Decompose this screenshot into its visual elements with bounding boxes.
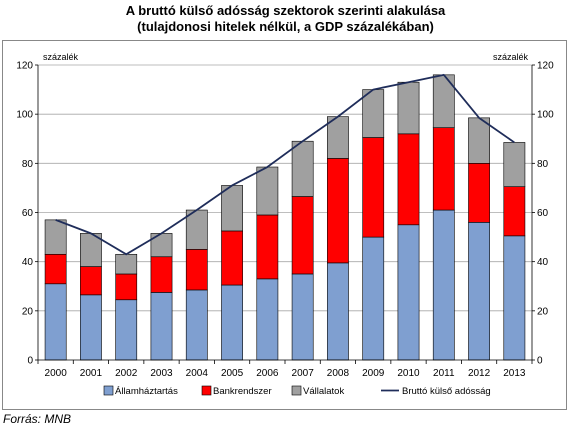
x-tick-label: 2004 bbox=[186, 368, 209, 379]
bars bbox=[44, 74, 526, 361]
bar-segment bbox=[185, 289, 208, 361]
bar-segment bbox=[115, 253, 138, 275]
bar-segment bbox=[221, 230, 243, 286]
bar-segment bbox=[327, 116, 349, 159]
axes: 0 0 20 20 40 40 60 60 80 80 100 100 120 120 2000 2001 20… bbox=[16, 61, 554, 380]
y-tick-label-right: 80 bbox=[537, 159, 549, 170]
bar-segment bbox=[80, 266, 102, 296]
legend-label: Bankrendszer bbox=[213, 386, 272, 397]
x-tick-label: 2002 bbox=[115, 368, 138, 379]
bar-segment bbox=[362, 236, 385, 361]
bar-segment bbox=[185, 249, 208, 291]
chart-subtitle: (tulajdonosi hitelek nélkül, a GDP száza… bbox=[137, 19, 434, 34]
y-tick-label-right: 60 bbox=[537, 208, 549, 219]
x-tick-label: 2008 bbox=[327, 368, 350, 379]
legend-swatch bbox=[291, 385, 302, 396]
x-tick-label: 2011 bbox=[433, 368, 455, 379]
legend-label: Bruttó külső adósság bbox=[402, 386, 491, 397]
y-tick-label-left: 120 bbox=[16, 61, 33, 72]
bar-segment bbox=[397, 81, 420, 135]
bar-segment bbox=[221, 284, 243, 361]
bar-segment bbox=[150, 292, 173, 361]
x-tick-label: 2010 bbox=[397, 368, 420, 379]
legend-label: Vállalatok bbox=[303, 386, 344, 397]
bar-segment bbox=[256, 214, 279, 280]
source-note: Forrás: MNB bbox=[3, 412, 72, 426]
x-tick-label: 2001 bbox=[80, 368, 103, 379]
y-axis-left-label: százalék bbox=[43, 52, 79, 62]
bar-segment bbox=[80, 294, 102, 361]
bar-segment bbox=[44, 253, 67, 285]
bar-segment bbox=[397, 224, 420, 361]
bar-segment bbox=[503, 235, 526, 361]
bar-segment bbox=[468, 163, 490, 223]
legend-swatch bbox=[103, 385, 114, 396]
y-tick-label-left: 40 bbox=[22, 257, 34, 268]
bar-segment bbox=[291, 273, 314, 361]
y-tick-label-right: 40 bbox=[537, 257, 549, 268]
bar-segment bbox=[362, 89, 385, 138]
bar-segment bbox=[115, 299, 138, 361]
bar-segment bbox=[44, 283, 67, 361]
legend: Államháztartás Bankrendszer Vállalatok Brut… bbox=[103, 385, 491, 397]
x-tick-label: 2012 bbox=[468, 368, 491, 379]
bar-segment bbox=[503, 186, 526, 237]
y-tick-label-right: 0 bbox=[537, 356, 543, 367]
y-tick-label-right: 20 bbox=[537, 306, 549, 317]
x-tick-label: 2003 bbox=[150, 368, 173, 379]
x-tick-label: 2005 bbox=[221, 368, 244, 379]
chart-title: A bruttó külső adósság szektorok szerint… bbox=[125, 3, 446, 18]
y-tick-label-left: 20 bbox=[22, 306, 34, 317]
bar-segment bbox=[468, 222, 490, 361]
legend-swatch bbox=[201, 385, 212, 396]
x-tick-label: 2007 bbox=[292, 368, 315, 379]
legend-label: Államháztartás bbox=[115, 386, 178, 397]
bar-segment bbox=[327, 158, 349, 264]
bar-segment bbox=[397, 133, 420, 226]
y-tick-label-left: 100 bbox=[16, 110, 33, 121]
bar-segment bbox=[256, 166, 279, 216]
x-tick-label: 2000 bbox=[45, 368, 68, 379]
y-axis-right-label: százalék bbox=[493, 52, 529, 62]
x-tick-label: 2013 bbox=[503, 368, 526, 379]
bar-segment bbox=[432, 209, 455, 361]
bar-segment bbox=[503, 142, 526, 187]
bar-segment bbox=[432, 127, 455, 211]
y-tick-label-left: 0 bbox=[27, 356, 33, 367]
bar-segment bbox=[291, 196, 314, 275]
bar-segment bbox=[150, 256, 173, 293]
bar-segment bbox=[115, 273, 138, 301]
y-tick-label-left: 60 bbox=[22, 208, 34, 219]
y-tick-label-right: 120 bbox=[537, 61, 554, 72]
bar-segment bbox=[362, 137, 385, 238]
bar-segment bbox=[44, 219, 67, 255]
chart-canvas: 0 0 20 20 40 40 60 60 80 80 100 100 120 120 2000 2001 20… bbox=[2, 40, 567, 410]
bar-segment bbox=[291, 140, 314, 197]
x-tick-label: 2009 bbox=[362, 368, 385, 379]
series-line bbox=[55, 73, 515, 256]
bar-segment bbox=[327, 262, 349, 361]
total-line bbox=[55, 73, 515, 256]
bar-segment bbox=[256, 278, 279, 361]
x-tick-label: 2006 bbox=[256, 368, 279, 379]
bar-segment bbox=[468, 117, 490, 164]
y-tick-label-right: 100 bbox=[537, 110, 554, 121]
y-tick-label-left: 80 bbox=[22, 159, 34, 170]
bar-segment bbox=[221, 185, 243, 232]
